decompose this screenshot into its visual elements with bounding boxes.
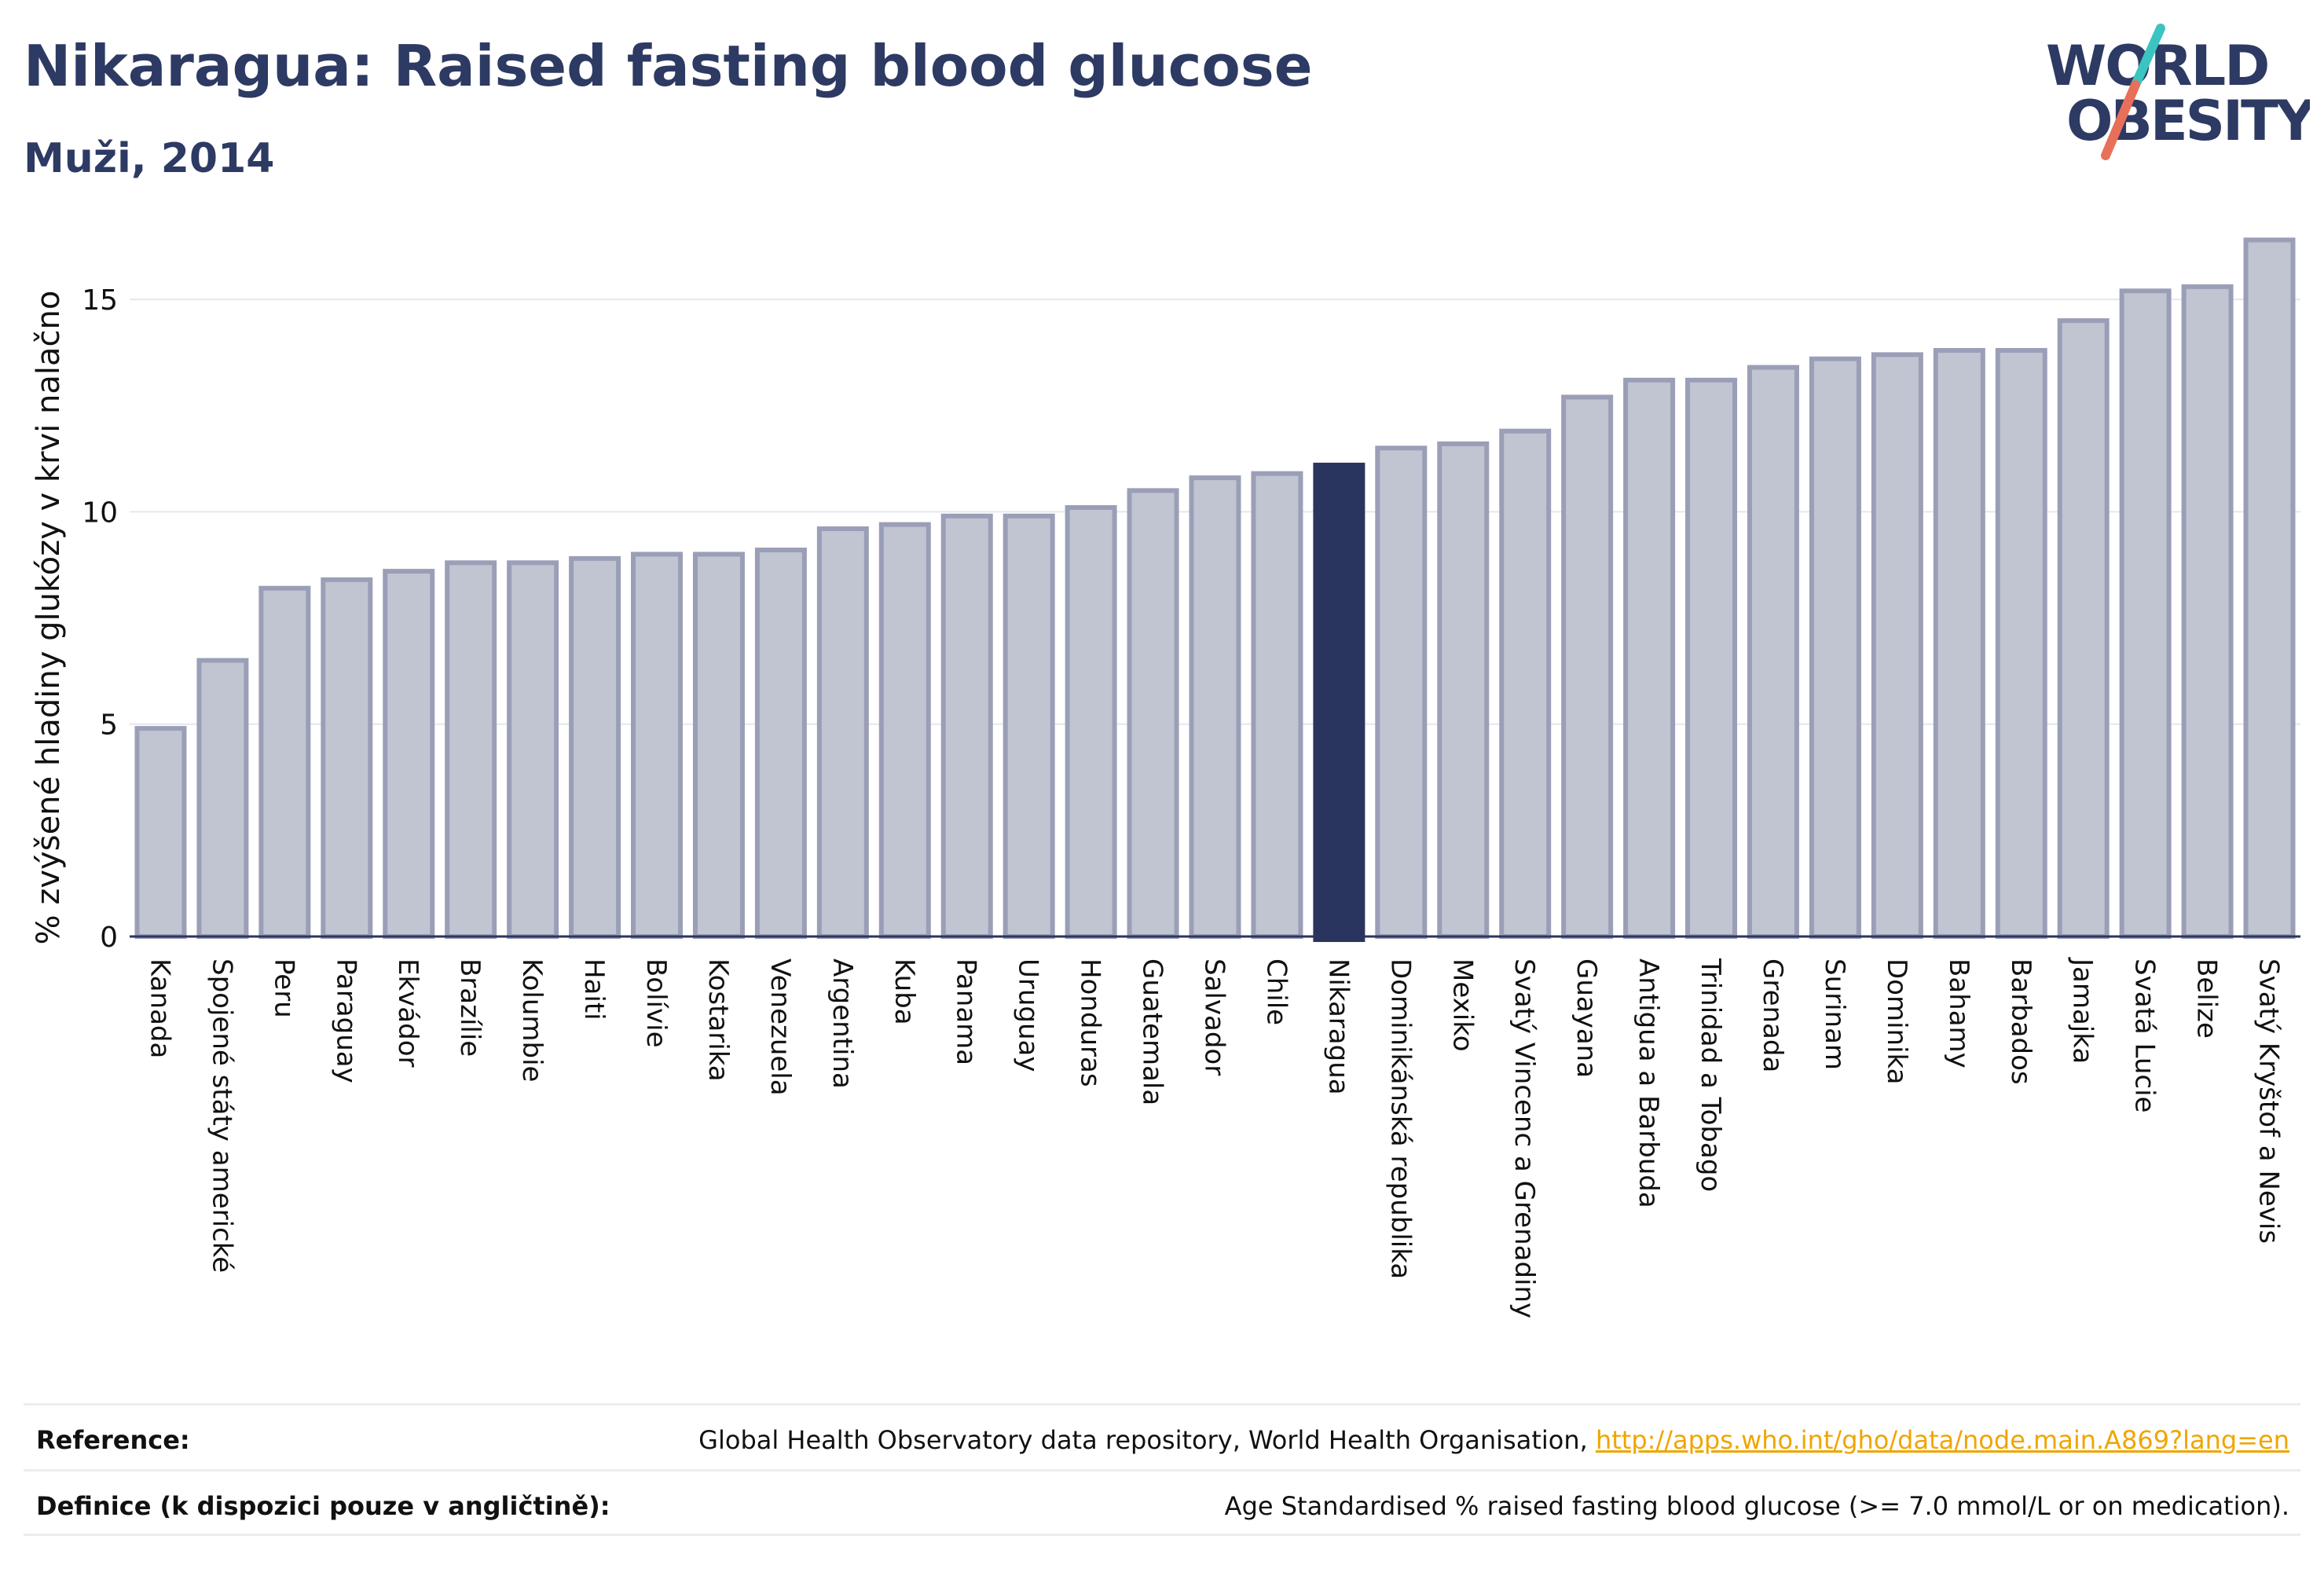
world-obesity-logo: WORLD OBESITY	[2046, 24, 2310, 160]
bar-mexiko	[1437, 441, 1490, 939]
x-tick-label: Kuba	[889, 958, 920, 1025]
x-tick-label: Svatý Kryštof a Nevis	[2253, 958, 2285, 1244]
footer-divider-middle	[24, 1469, 2300, 1472]
x-tick-label: Dominikánská republika	[1384, 958, 1416, 1279]
x-tick-label: Kanada	[144, 958, 175, 1058]
x-tick-label: Brazílie	[454, 958, 486, 1057]
x-tick-label: Barbados	[2005, 958, 2036, 1085]
y-tick-label: 0	[100, 922, 118, 954]
y-tick-label: 5	[100, 709, 118, 742]
y-tick-labels: 0 5 10 15	[82, 284, 118, 954]
x-tick-label: Venezuela	[764, 958, 796, 1096]
reference-link[interactable]: http://apps.who.int/gho/data/node.main.A…	[1595, 1425, 2289, 1455]
reference-text-container: Global Health Observatory data repositor…	[698, 1425, 2289, 1455]
bar-bahamy	[1933, 347, 1985, 939]
x-tick-label: Bahamy	[1943, 958, 1974, 1068]
x-tick-label: Salvador	[1199, 958, 1230, 1076]
x-tick-label: Trinidad a Tobago	[1695, 958, 1726, 1192]
bar-svatá-lucie	[2119, 288, 2172, 939]
y-axis-label: % zvýšené hladiny glukózy v krvi nalačno	[31, 291, 67, 945]
x-tick-label: Dominika	[1881, 958, 1912, 1084]
bar-kostarika	[692, 552, 745, 939]
bar-bolívie	[631, 552, 684, 939]
x-tick-label: Uruguay	[1013, 958, 1044, 1072]
bar-svatý-vincenc-a-grenadiny	[1499, 428, 1552, 939]
bar-kanada	[134, 726, 187, 939]
bar-series	[134, 237, 2296, 942]
bar-svatý-kryštof-a-nevis	[2243, 237, 2296, 939]
x-tick-label: Mexiko	[1446, 958, 1478, 1052]
x-tick-label: Guayana	[1571, 958, 1602, 1078]
y-tick-label: 10	[82, 497, 118, 529]
x-tick-label: Argentina	[827, 958, 858, 1089]
bar-paraguay	[321, 577, 373, 940]
x-tick-label: Svatá Lucie	[2129, 958, 2161, 1112]
bar-chile	[1251, 471, 1303, 939]
footer-divider-top	[24, 1403, 2300, 1406]
reference-label: Reference:	[36, 1425, 190, 1455]
bar-surinam	[1809, 356, 1861, 939]
bar-nikaragua	[1313, 462, 1365, 942]
x-tick-label: Spojené státy americké	[206, 958, 237, 1273]
chart-subtitle: Muži, 2014	[24, 135, 275, 182]
bar-honduras	[1065, 504, 1117, 939]
bar-argentina	[816, 526, 869, 939]
bar-spojené-státy-americké	[196, 658, 249, 940]
x-tick-label: Paraguay	[330, 958, 361, 1083]
bar-dominika	[1871, 352, 1923, 939]
x-tick-label: Haiti	[578, 958, 610, 1021]
logo-slash-teal	[2131, 24, 2165, 90]
bar-guayana	[1561, 394, 1614, 939]
bar-antigua-a-barbuda	[1623, 377, 1676, 940]
definition-text: Age Standardised % raised fasting blood …	[1224, 1491, 2289, 1521]
x-tick-label: Chile	[1260, 958, 1292, 1025]
x-tick-label: Svatý Vincenc a Grenadiny	[1508, 958, 1540, 1318]
bar-venezuela	[754, 548, 807, 939]
x-tick-label: Kolumbie	[516, 958, 548, 1082]
bar-brazílie	[445, 560, 497, 939]
chart-title: Nikaragua: Raised fasting blood glucose	[24, 33, 1313, 99]
bar-ekvádor	[383, 569, 435, 939]
x-tick-labels: Kanada Spojené státy americké Peru Paraguay…	[144, 957, 2284, 1318]
bar-uruguay	[1003, 513, 1055, 939]
x-tick-label: Jamajka	[2067, 957, 2099, 1064]
definition-label: Definice (k dispozici pouze v angličtině…	[36, 1491, 610, 1521]
x-tick-label: Panama	[951, 958, 982, 1065]
x-tick-label: Ekvádor	[392, 958, 423, 1068]
x-tick-label: Surinam	[1819, 958, 1850, 1070]
bar-chart: 0 5 10 15 Kanada Spojené státy americké Peru P…	[31, 237, 2300, 1318]
x-tick-label: Belize	[2191, 958, 2223, 1039]
bar-kuba	[878, 522, 931, 939]
x-tick-label: Grenada	[1757, 958, 1788, 1072]
logo-slash-red	[2101, 80, 2140, 160]
y-tick-label: 15	[82, 284, 118, 317]
x-tick-label: Honduras	[1075, 958, 1106, 1087]
footer-divider-bottom	[24, 1534, 2300, 1536]
bar-belize	[2181, 284, 2234, 939]
bar-grenada	[1747, 365, 1799, 939]
bar-guatemala	[1127, 488, 1179, 939]
bar-peru	[258, 585, 311, 939]
bar-haiti	[569, 555, 621, 939]
x-tick-label: Bolívie	[640, 958, 672, 1048]
x-tick-label: Peru	[268, 958, 299, 1018]
bar-jamajka	[2057, 318, 2110, 939]
x-tick-label: Antigua a Barbuda	[1633, 958, 1664, 1208]
bar-dominikánská-republika	[1375, 445, 1428, 939]
x-tick-label: Guatemala	[1137, 958, 1168, 1105]
x-tick-label: Kostarika	[702, 958, 734, 1082]
bar-trinidad-a-tobago	[1685, 377, 1738, 940]
bar-salvador	[1189, 475, 1241, 939]
bar-barbados	[1995, 347, 2047, 939]
reference-text: Global Health Observatory data repositor…	[698, 1425, 1588, 1455]
bar-panama	[940, 513, 993, 939]
bar-kolumbie	[507, 560, 559, 939]
x-tick-label: Nikaragua	[1322, 958, 1354, 1095]
